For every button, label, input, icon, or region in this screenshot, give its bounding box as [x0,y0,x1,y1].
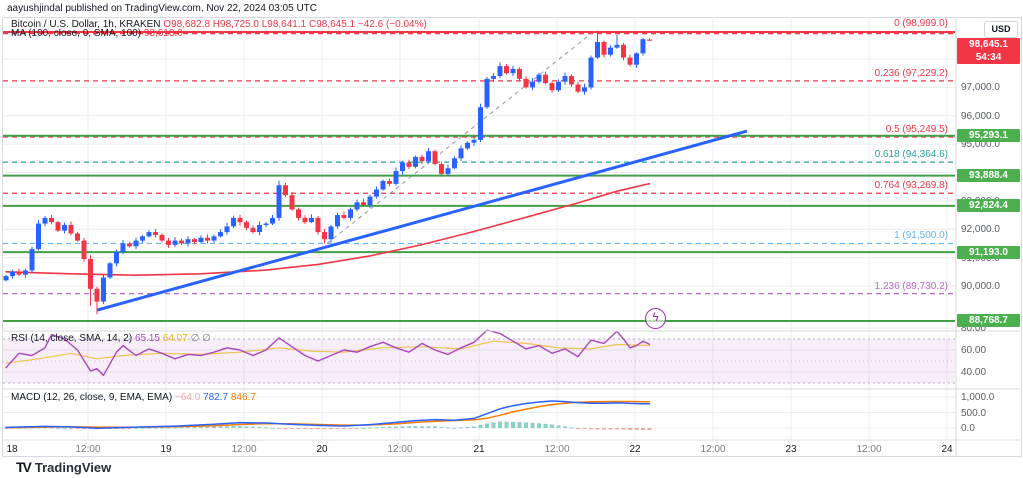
time-axis-label: 23 [785,444,797,455]
ma-value: 93,610.0 [143,28,183,39]
rsi-scale-label: 80.00 [961,323,987,334]
current-price: 98,645.1 [969,39,1008,50]
fib-zero-line[interactable] [3,31,955,33]
time-axis-label: 24 [941,444,953,455]
time-axis-label: 12:00 [387,444,413,455]
level-price-badge: 92,824.4 [957,199,1020,213]
macd-indicator-header[interactable]: MACD (12, 26, close, 9, EMA, EMA) −64.0 … [11,392,256,403]
level-price-badge: 88,768.7 [957,314,1020,328]
rsi-null-values: ∅ ∅ [190,333,211,344]
tradingview-logo[interactable]: TV TradingView [16,459,111,475]
fib-level-label: 1.236 (89,730.2) [874,280,948,292]
rsi-label[interactable]: RSI (14, close, SMA, 14, 2) [11,333,133,344]
macd-label[interactable]: MACD (12, 26, close, 9, EMA, EMA) [11,392,173,403]
level-price-badge: 95,293.1 [957,129,1020,143]
fib-level-label: 0 (98,999.0) [894,17,948,29]
chart-frame [2,17,1022,457]
time-axis-label: 18 [6,444,18,455]
current-price-badge: 98,645.1 54:34 [957,38,1020,64]
level-price-badge: 91,193.0 [957,245,1020,259]
ma-label[interactable]: MA (100, close, 0, SMA, 100) [11,28,142,39]
time-axis-label: 19 [160,444,172,455]
tv-logo-text: TradingView [34,459,112,475]
macd-signal-value: 846.7 [230,392,256,403]
symbol-title[interactable]: Bitcoin / U.S. Dollar, 1h, KRAKEN [11,19,161,30]
change-value: −42.6 (−0.04%) [357,19,427,30]
rsi-indicator-header[interactable]: RSI (14, close, SMA, 14, 2) 65.15 64.07 … [11,333,211,344]
lightning-icon[interactable]: ϟ [645,308,666,329]
level-price-badge: 93,888.4 [957,169,1020,183]
currency-toggle-button[interactable]: USD [984,21,1018,38]
attribution-text: aayushjindal published on TradingView.co… [7,3,318,14]
tv-logo-icon: TV [16,459,32,475]
fib-level-label: 0.236 (97,229.2) [874,67,948,79]
time-axis-label: 12:00 [700,444,726,455]
symbol-header[interactable]: Bitcoin / U.S. Dollar, 1h, KRAKEN O98,68… [11,19,427,30]
fib-level-label: 0.5 (95,249.5) [885,124,948,136]
time-axis-label: 12:00 [544,444,570,455]
time-axis-label: 12:00 [75,444,101,455]
time-axis-label: 22 [629,444,641,455]
time-axis-label: 20 [316,444,328,455]
price-scale-label: 90,000.0 [961,281,1000,292]
price-scale-label: 95,000.0 [961,139,1000,151]
fib-level-label: 0.618 (94,364.6) [874,149,948,161]
ohlc-values: O98,682.8 H98,725.0 L98,641.1 C98,645.1 [163,19,356,30]
macd-hist-value: −64.0 [174,392,201,403]
ma-indicator-header[interactable]: MA (100, close, 0, SMA, 100) 93,610.0 [11,28,183,39]
macd-scale-label: 0.0 [961,423,975,434]
macd-line-value: 782.7 [203,392,229,403]
rsi-scale-label: 40.00 [961,367,987,378]
rsi-ma-value: 64.07 [162,333,188,344]
fib-level-label: 1 (91,500.0) [894,230,948,242]
rsi-value: 65.15 [134,333,160,344]
price-scale-label: 97,000.0 [961,82,1000,94]
price-scale-label: 96,000.0 [961,110,1000,122]
macd-scale-label: 500.0 [961,407,987,419]
time-axis-label: 12:00 [231,444,257,455]
fib-level-label: 0.764 (93,269.8) [874,180,948,192]
bar-countdown: 54:34 [975,52,1002,63]
rsi-scale-label: 60.00 [961,345,987,356]
time-axis-label: 12:00 [856,444,882,455]
price-scale-label: 92,000.0 [961,224,1000,236]
macd-scale-label: 1,000.0 [961,392,995,403]
time-axis-label: 21 [473,444,485,455]
